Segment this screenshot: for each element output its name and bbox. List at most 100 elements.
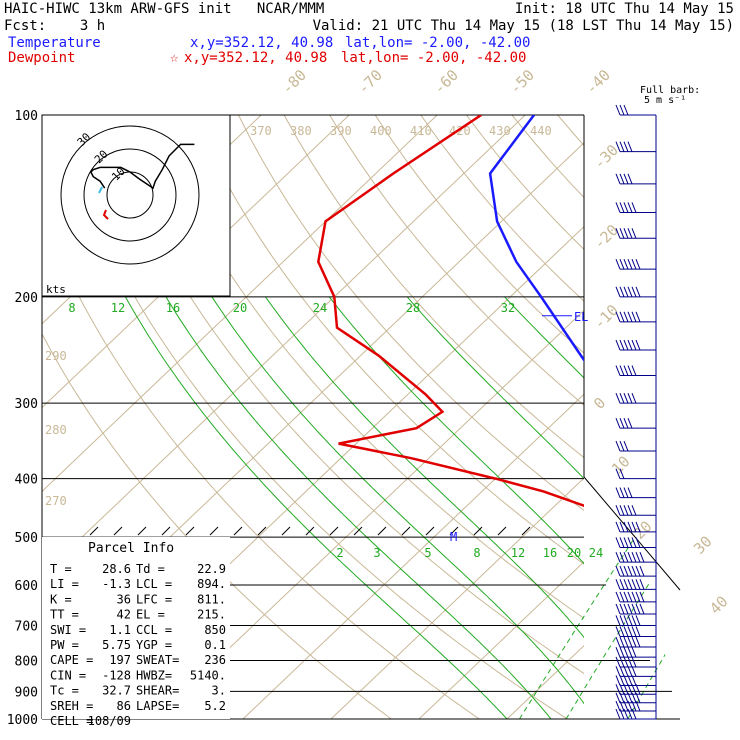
wind-barb-flag bbox=[615, 537, 621, 548]
parcel-row-value: -1.3 bbox=[102, 577, 131, 591]
hodograph-ring bbox=[60, 125, 200, 265]
hatch-tick bbox=[425, 526, 435, 536]
parcel-row-value: 108/09 bbox=[88, 714, 131, 728]
wind-barb-flag bbox=[623, 339, 629, 351]
dewpoint-legend: Dewpoint bbox=[8, 50, 76, 66]
wind-barb-flag bbox=[623, 258, 629, 270]
dry-adiabat-line bbox=[329, 115, 584, 406]
wind-barb-flag bbox=[623, 666, 629, 677]
isotherm-line bbox=[330, 477, 584, 719]
wind-barb-flag bbox=[623, 708, 629, 720]
parcel-row-label: SHEAR= bbox=[136, 684, 179, 698]
wind-barb-flag bbox=[627, 505, 633, 516]
wind-barb-flag bbox=[627, 646, 633, 658]
hodograph-mid-segment bbox=[98, 186, 103, 194]
wind-barb-flag bbox=[619, 286, 625, 298]
hatch-tick bbox=[209, 526, 219, 536]
wind-barb-flag bbox=[615, 339, 621, 351]
hodograph-low-segment bbox=[102, 209, 109, 220]
wind-barb-flag bbox=[615, 173, 621, 185]
isotherm-tick-label: -80 bbox=[278, 66, 310, 98]
pressure-tick-label: 800 bbox=[15, 654, 38, 669]
wind-barb-flag bbox=[615, 258, 621, 270]
isotherm-line bbox=[683, 115, 740, 719]
mixing-ratio-label: 32 bbox=[501, 301, 515, 315]
mixing-ratio-label: 5 bbox=[424, 546, 431, 560]
parcel-row-value: 5.2 bbox=[204, 699, 226, 713]
temperature-profile bbox=[488, 115, 584, 363]
wind-barb-flag bbox=[619, 692, 625, 703]
wind-barb-flag bbox=[619, 636, 625, 648]
barb-legend-line2: 5 m s⁻¹ bbox=[644, 95, 687, 106]
wind-barb-flag bbox=[631, 565, 637, 577]
wind-barb-flag bbox=[631, 692, 637, 703]
parcel-row-value: 36 bbox=[117, 592, 131, 606]
wind-barb-flag bbox=[619, 104, 625, 116]
wind-barb-flag bbox=[623, 228, 629, 239]
parcel-row-value: 5.75 bbox=[102, 638, 131, 652]
parcel-row-value: 894. bbox=[197, 577, 226, 591]
dry-adiabat-line bbox=[420, 115, 584, 302]
pressure-tick-label: 400 bbox=[15, 473, 38, 488]
wind-barb-flag bbox=[627, 626, 633, 637]
theta-label: 410 bbox=[410, 124, 432, 138]
mixing-ratio-label: 16 bbox=[543, 546, 557, 560]
isotherm-line bbox=[418, 561, 584, 719]
wind-barb-flag bbox=[615, 392, 621, 404]
temperature-xy: x,y=352.12, 40.98 bbox=[190, 35, 334, 51]
wind-barb-flag bbox=[631, 708, 637, 720]
wind-barb-flag bbox=[623, 521, 629, 533]
wind-barb-flag bbox=[623, 173, 629, 185]
parcel-row-value: 86 bbox=[117, 699, 131, 713]
isotherm-tick-label: 10 bbox=[608, 452, 634, 478]
dry-adiabat-line bbox=[694, 115, 740, 719]
wind-barb-flag bbox=[619, 417, 625, 429]
moist-adiabat-line bbox=[328, 296, 584, 565]
wind-barb-flag bbox=[631, 258, 637, 270]
wind-barb-flag bbox=[623, 365, 629, 376]
wind-barb-flag bbox=[639, 591, 645, 603]
dry-adiabat-line bbox=[283, 115, 584, 459]
theta-label: 380 bbox=[290, 124, 312, 138]
wind-barb-flag bbox=[627, 675, 633, 686]
wind-barb-flag bbox=[615, 591, 621, 603]
pressure-tick-label: 100 bbox=[15, 109, 38, 124]
wind-barb-flag bbox=[635, 636, 641, 648]
wind-barb-flag bbox=[631, 537, 637, 548]
parcel-row-value: 236 bbox=[204, 653, 226, 667]
parcel-row-value: 3. bbox=[212, 684, 226, 698]
wind-barb-flag bbox=[615, 603, 621, 615]
pressure-tick-label: 600 bbox=[15, 579, 38, 594]
theta-label: 420 bbox=[449, 124, 471, 138]
wind-barb-flag bbox=[623, 417, 629, 429]
sounding-profiles bbox=[317, 115, 584, 507]
wind-barb-flag bbox=[623, 537, 629, 548]
wind-barb-flag bbox=[615, 565, 621, 577]
wind-barb-flag bbox=[631, 286, 637, 298]
wind-barb-flag bbox=[615, 365, 621, 376]
wind-barb-flag bbox=[623, 286, 629, 298]
dewpoint-profile bbox=[317, 115, 584, 507]
wind-barb-flag bbox=[615, 615, 621, 626]
wind-barb-flag bbox=[619, 565, 625, 577]
mixing-ratio-label: 24 bbox=[313, 301, 327, 315]
isotherm-tick-label: -50 bbox=[506, 66, 538, 98]
wind-barb-flag bbox=[631, 579, 637, 590]
parcel-info-box: Parcel Info T = 28.6 Td = 22.9 LI = -1.3 LCL = 8… bbox=[42, 537, 230, 728]
right-axis-slant bbox=[583, 476, 681, 591]
wind-barb-flag bbox=[619, 684, 625, 695]
wind-barb-flag bbox=[619, 521, 625, 533]
dewpoint-star-icon: ☆ bbox=[170, 50, 179, 66]
parcel-row-value: 215. bbox=[197, 608, 226, 622]
wind-barb-flag bbox=[635, 692, 641, 703]
wind-barb-flag bbox=[627, 286, 633, 298]
theta-label: 280 bbox=[45, 423, 67, 437]
wind-barb-flag bbox=[631, 615, 637, 626]
parcel-row-label: HWBZ= bbox=[136, 668, 172, 682]
wind-barb-flag bbox=[631, 392, 637, 404]
wind-barb-flag bbox=[623, 141, 629, 152]
wind-barb-flag bbox=[619, 311, 625, 323]
pressure-tick-label: 300 bbox=[15, 397, 38, 412]
wind-barb-flag bbox=[615, 646, 621, 658]
wind-barb-flag bbox=[631, 591, 637, 603]
